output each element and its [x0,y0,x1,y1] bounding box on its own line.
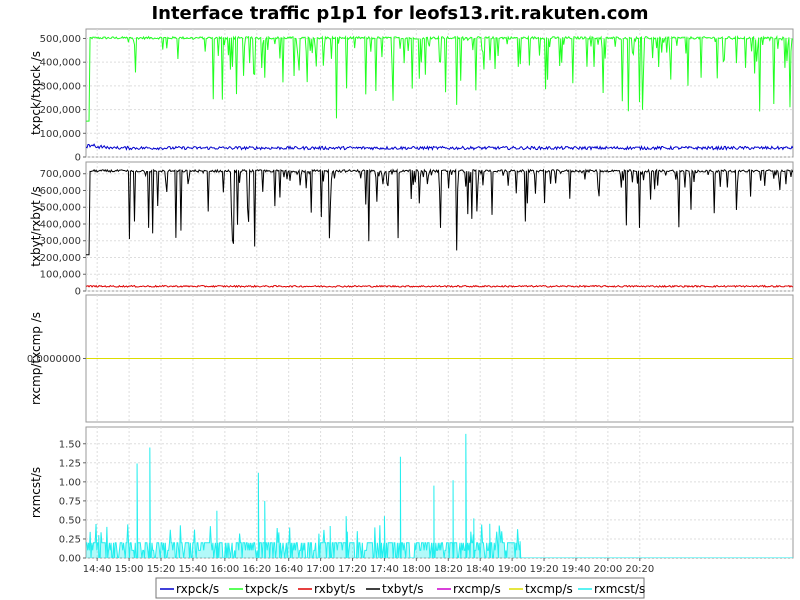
series-group [86,35,793,151]
y-tick-label: 0.0000000 [27,354,81,365]
x-tick-label: 19:20 [530,564,559,575]
x-tick-label: 16:00 [210,564,239,575]
y-tick-label: 200,000 [40,253,81,264]
series-group [86,433,793,558]
panel-4: 0.00 0.25 0.50 0.75 1.00 1.25 1.50 rxmcst/s [29,426,794,565]
legend-label-rxcmp: rxcmp/s [453,582,501,596]
y-tick-label: 0.25 [59,534,81,545]
y-tick-label: 200,000 [40,105,81,116]
series-group [86,168,793,288]
y-tick-label: 0.75 [59,496,81,507]
x-tick-label: 20:20 [625,564,654,575]
x-tick-label: 14:40 [83,564,112,575]
x-tick-label: 18:40 [466,564,495,575]
x-tick-label: 18:20 [434,564,463,575]
x-tick-label: 15:40 [179,564,208,575]
y-tick-label: 400,000 [40,219,81,230]
legend-label-txpck: txpck/s [245,582,288,596]
x-tick-label: 19:00 [498,564,527,575]
panel-1: 0 100,000 200,000 300,000 400,000 500,000 txpc… [29,28,794,164]
y-tick-label: 500,000 [40,34,81,45]
legend-label-rxmcst: rxmcst/s [594,582,645,596]
y-tick-label: 0 [75,153,81,164]
series-rxbyt-line [86,284,793,288]
panel-2: 0 100,000 200,000 300,000 400,000 500,000 600,… [29,161,794,298]
series-txpck-line [86,35,793,122]
y-tick-label: 1.25 [59,458,81,469]
legend-box [155,577,645,599]
y-tick-label: 0.00 [59,554,81,565]
y-tick-label: 100,000 [40,270,81,281]
panel-frame [85,426,794,559]
y-tick-label: 1.50 [59,439,81,450]
y-tick-label: 600,000 [40,186,81,197]
y-tick-label: 700,000 [40,169,81,180]
y-tick-label: 300,000 [40,236,81,247]
x-tick-label: 17:00 [306,564,335,575]
x-tick-label: 17:20 [338,564,367,575]
legend-label-rxpck: rxpck/s [176,582,219,596]
x-tick-label: 16:40 [274,564,303,575]
legend-label-rxbyt: rxbyt/s [314,582,355,596]
series-rxpck-line [86,143,793,151]
y-tick-label: 0.50 [59,515,81,526]
y-axis-label: txbyt/rxbyt /s [29,186,43,267]
x-tick-label: 15:20 [147,564,176,575]
y-tick-label: 100,000 [40,129,81,140]
x-tick-label: 19:40 [562,564,591,575]
y-axis-label: rxcmp/txcmp /s [29,312,43,405]
series-rxmcst-line [86,433,793,558]
x-tick-label: 18:00 [402,564,431,575]
y-tick-label: 1.00 [59,477,81,488]
x-tick-label: 16:20 [242,564,271,575]
x-tick-label: 15:00 [115,564,144,575]
chart-title: Interface traffic p1p1 for leofs13.rit.r… [151,3,648,24]
x-tick-label: 17:40 [370,564,399,575]
y-axis-label: rxmcst/s [29,467,43,518]
legend-label-txcmp: txcmp/s [525,582,573,596]
y-tick-label: 0 [75,287,81,298]
y-tick-label: 300,000 [40,81,81,92]
y-tick-label: 500,000 [40,203,81,214]
legend-label-txbyt: txbyt/s [382,582,424,596]
y-tick-label: 400,000 [40,58,81,69]
series-txbyt-line [86,168,793,256]
x-tick-label: 20:00 [593,564,622,575]
y-axis-label: txpck/txpck /s [29,51,43,135]
